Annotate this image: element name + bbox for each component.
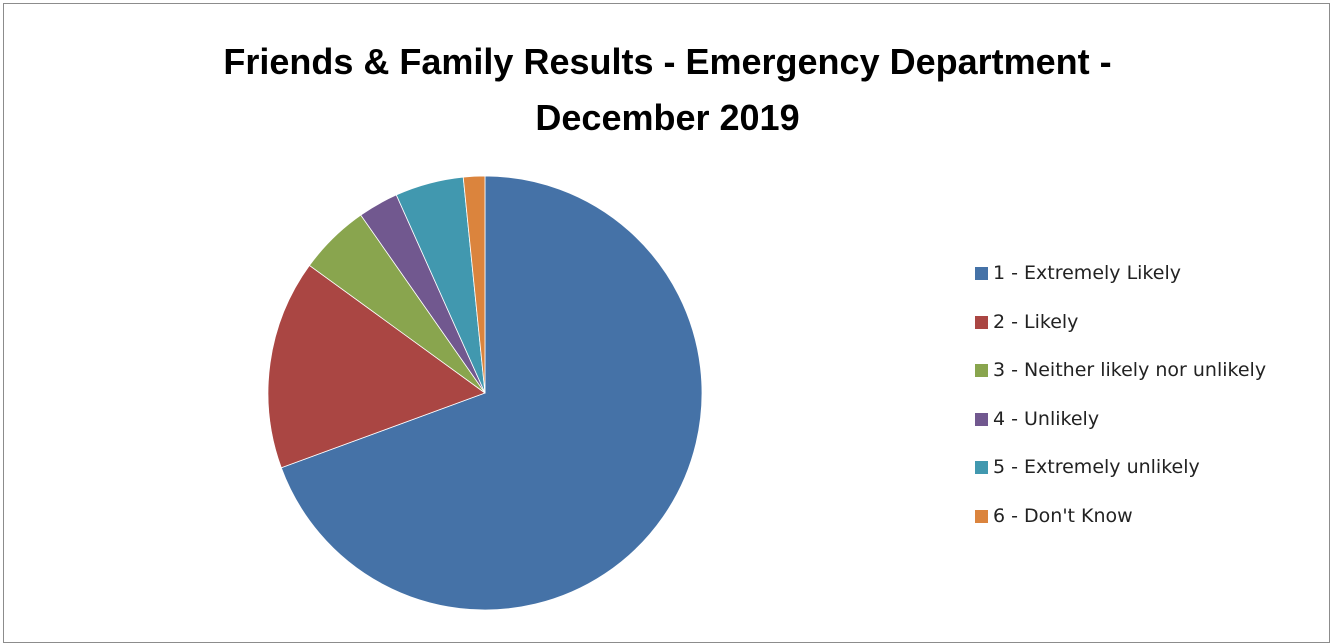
legend-label-5: 5 - Extremely unlikely <box>993 456 1200 479</box>
legend-label-4: 4 - Unlikely <box>993 407 1100 430</box>
chart-title-line-2: December 2019 <box>535 97 800 138</box>
pie-slice-2 <box>267 264 486 469</box>
legend-label-2: 2 - Likely <box>993 310 1079 333</box>
legend-label-6: 6 - Don't Know <box>993 504 1133 527</box>
legend-swatch-2 <box>975 315 988 329</box>
legend-swatch-6 <box>975 509 988 523</box>
chart-title-line-1: Friends & Family Results - Emergency Dep… <box>223 41 1112 82</box>
legend-label-1: 1 - Extremely Likely <box>993 262 1181 284</box>
pie-slice-1 <box>280 175 703 611</box>
pie-slice-6 <box>462 175 486 394</box>
legend-swatch-4 <box>975 412 988 426</box>
legend-swatch-3 <box>975 364 988 378</box>
legend-swatch-5 <box>975 461 988 475</box>
legend-label-3: 3 - Neither likely nor unlikely <box>993 359 1267 382</box>
legend-swatch-1 <box>975 267 988 280</box>
